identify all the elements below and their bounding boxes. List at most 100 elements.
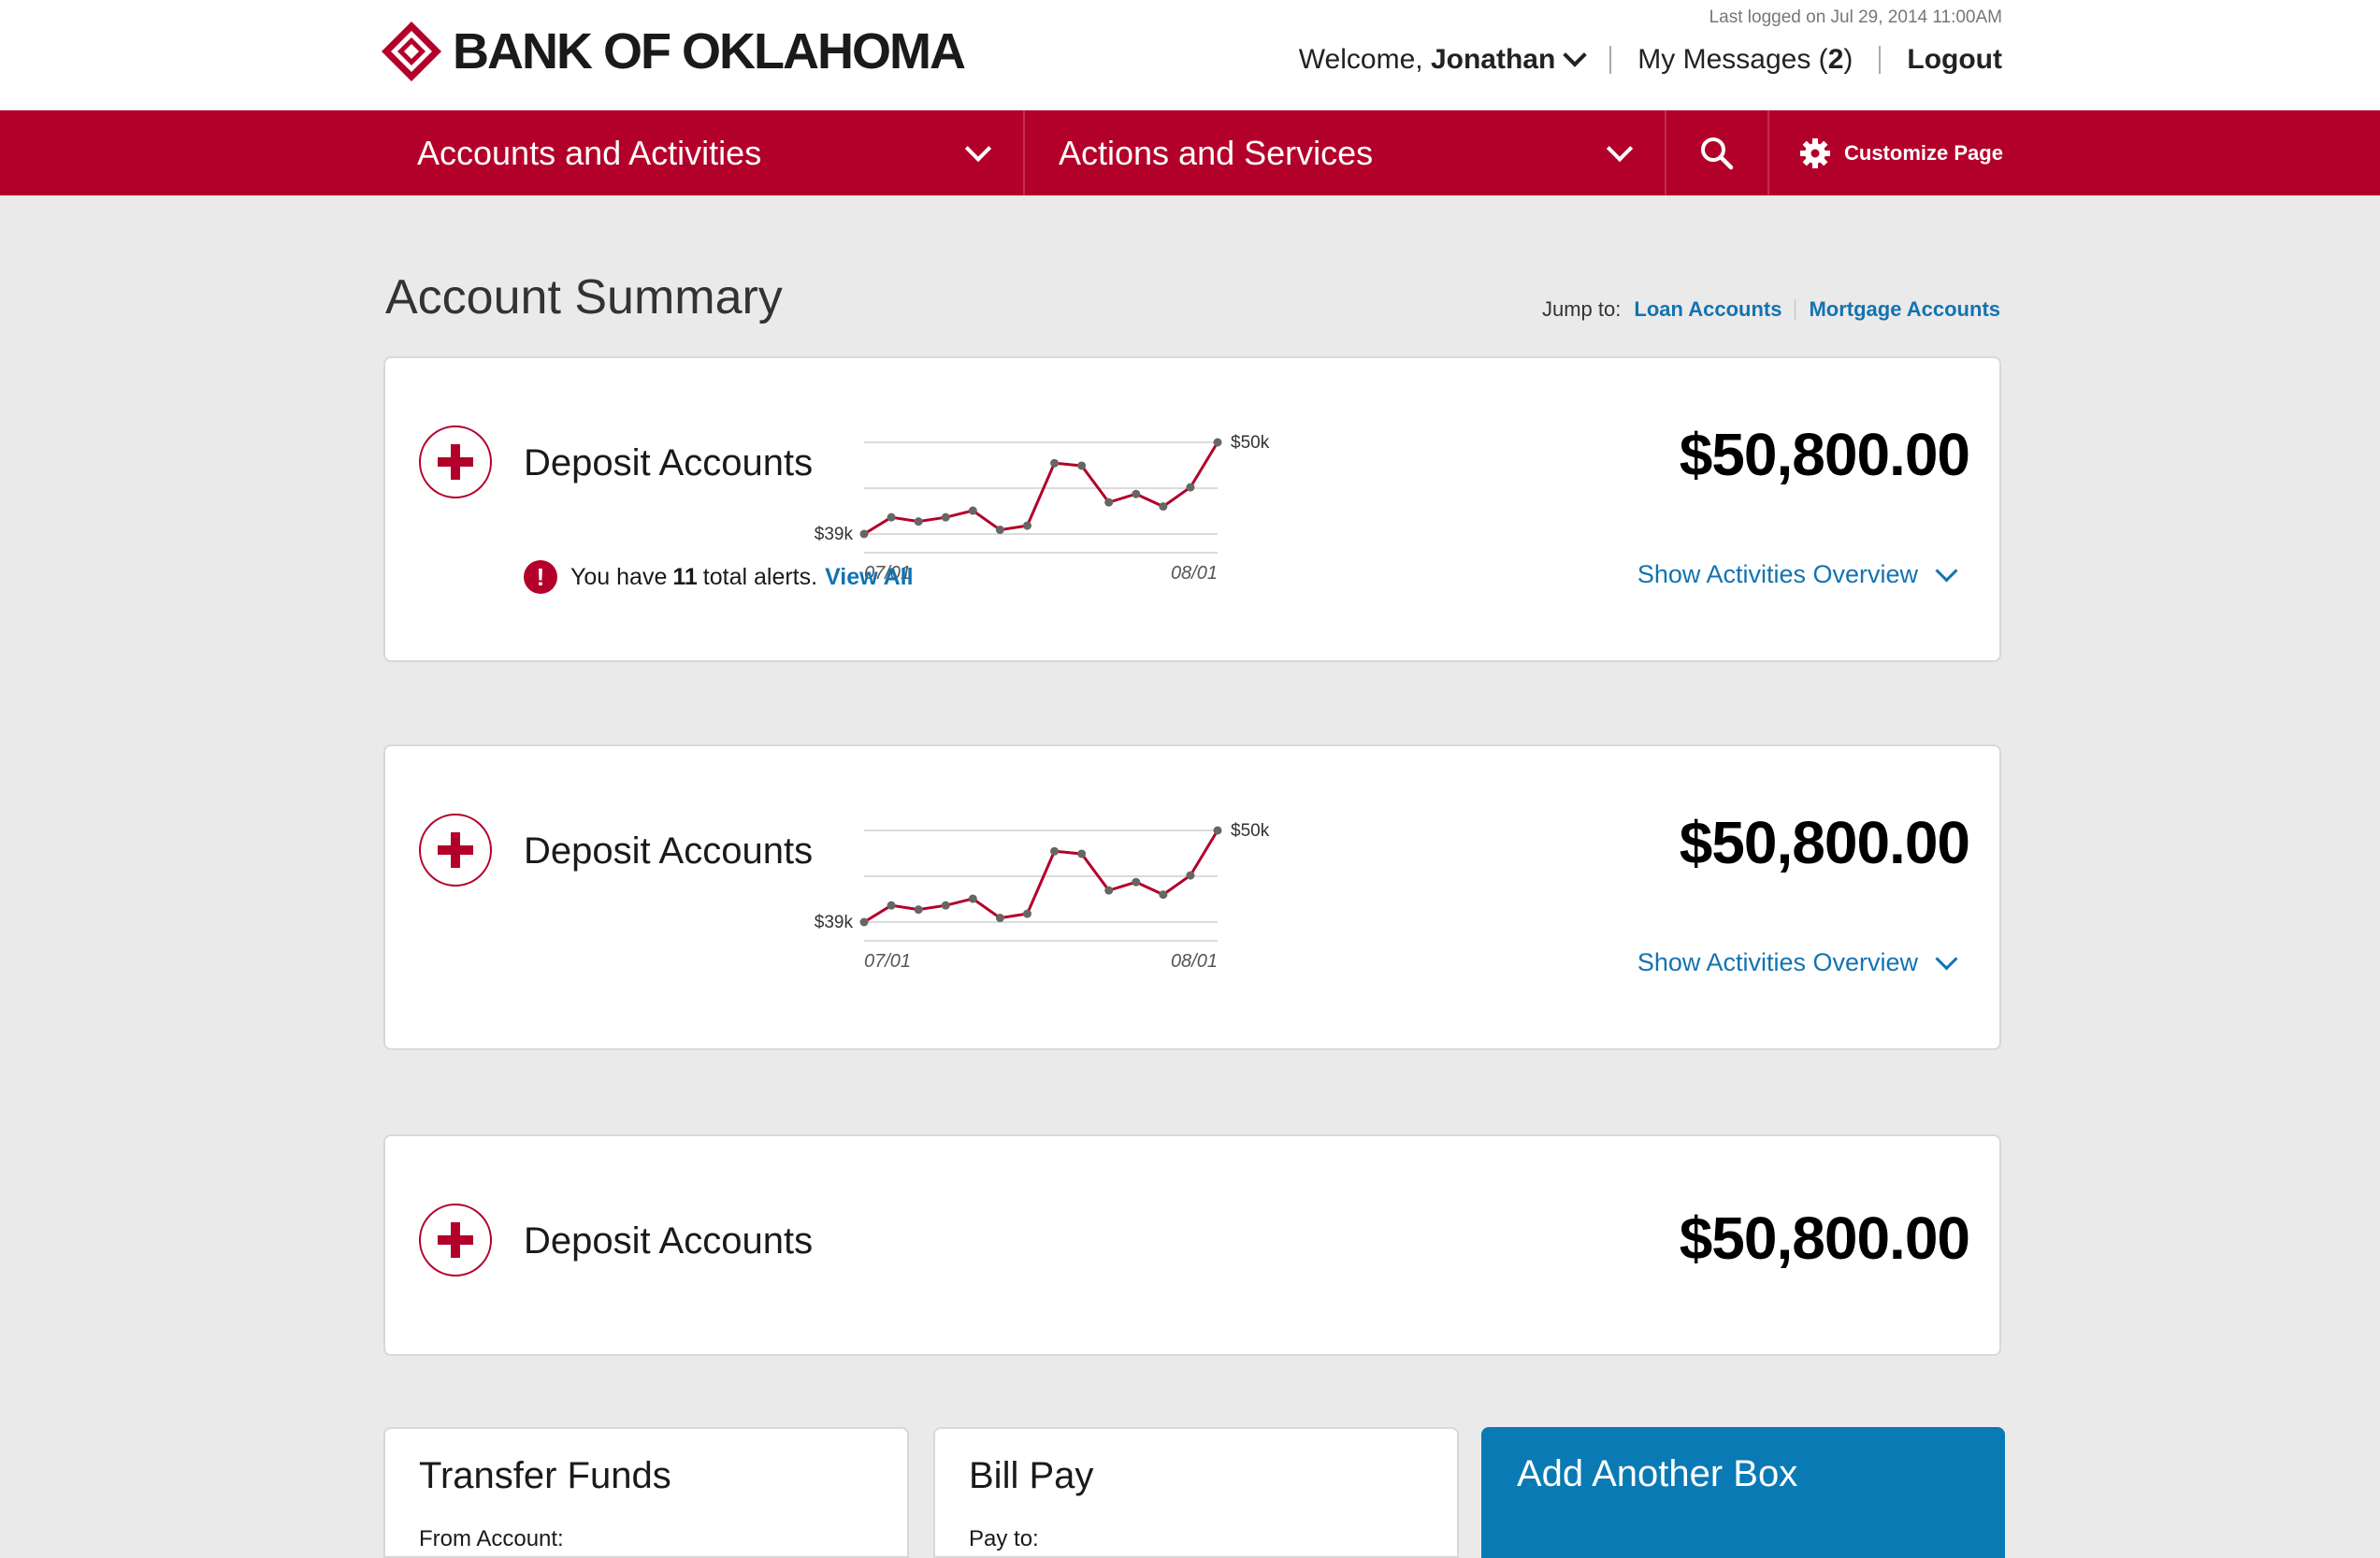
jump-label: Jump to: [1542, 297, 1622, 321]
chevron-down-icon [1563, 43, 1588, 67]
balance-sparkline: $50k $39k 07/01 08/01 [815, 821, 1270, 972]
chart-x-end-label: 08/01 [1171, 951, 1218, 972]
divider [1879, 46, 1882, 74]
account-title: Deposit Accounts [524, 1220, 814, 1262]
chart-group: $50k $39k 07/01 08/01 [815, 433, 1270, 584]
alert-prefix: You have [570, 563, 668, 590]
chart-x-start-label: 07/01 [864, 951, 911, 972]
welcome-menu[interactable]: Welcome, Jonathan [1298, 43, 1588, 76]
chart-point [941, 901, 950, 910]
expand-plus-icon[interactable] [419, 426, 492, 498]
divider [1609, 46, 1612, 74]
chevron-down-icon [1606, 135, 1634, 162]
jump-mortgage-accounts-link[interactable]: Mortgage Accounts [1809, 297, 2000, 321]
chart-point [1077, 461, 1087, 470]
chart-point [1159, 890, 1168, 900]
chart-y-low-label: $39k [815, 525, 854, 544]
chart-point [914, 517, 923, 527]
account-balance: $50,800.00 [1679, 809, 1970, 876]
chart-y-low-label: $39k [815, 913, 854, 932]
chart-point [1132, 877, 1141, 887]
account-card: Deposit Accounts $50,800.00 [383, 1134, 2001, 1356]
chart-point [1132, 489, 1141, 498]
chart-point [1022, 521, 1031, 530]
chart-point [1213, 438, 1222, 447]
user-nav: Welcome, Jonathan My Messages (2) Logout [1299, 41, 2002, 79]
chart-point [1104, 886, 1114, 895]
alert-icon: ! [524, 560, 557, 594]
jump-loan-accounts-link[interactable]: Loan Accounts [1634, 297, 1782, 321]
chart-point [1022, 909, 1031, 918]
search-icon [1701, 137, 1734, 169]
chart-point [887, 901, 896, 910]
chart-point [1077, 849, 1087, 858]
box-title: Transfer Funds [419, 1455, 671, 1496]
bank-logo-icon [382, 22, 441, 81]
view-all-alerts-link[interactable]: View All [825, 563, 914, 590]
chart-point [1213, 826, 1222, 835]
chart-x-end-label: 08/01 [1171, 563, 1218, 584]
main-navbar: Accounts and Activities Actions and Serv… [0, 110, 2380, 195]
chart-point [968, 894, 977, 903]
chart-point [887, 512, 896, 522]
customize-page-label: Customize Page [1844, 140, 2003, 165]
nav-search-button[interactable] [1666, 110, 1769, 195]
account-card: Deposit Accounts $50k $39k 07/01 08/01 $50,… [383, 744, 2001, 1050]
chevron-down-icon [964, 135, 992, 162]
chart-y-high-label: $50k [1231, 821, 1270, 841]
nav-accounts-label: Accounts and Activities [417, 133, 762, 172]
nav-actions-services[interactable]: Actions and Services [1025, 110, 1666, 195]
chart-point [1159, 502, 1168, 512]
show-activities-overview-link[interactable]: Show Activities Overview [1637, 947, 1958, 977]
divider [1795, 299, 1796, 320]
messages-suffix: ) [1843, 44, 1854, 75]
balance-sparkline: $50k $39k 07/01 08/01 [815, 433, 1270, 584]
bank-logo[interactable]: BANK OF OKLAHOMA [380, 19, 966, 84]
my-messages-link[interactable]: My Messages (2) [1637, 44, 1853, 76]
show-activities-overview-link[interactable]: Show Activities Overview [1637, 559, 1958, 589]
bank-logo-text: BANK OF OKLAHOMA [453, 23, 966, 79]
show-activities-label: Show Activities Overview [1637, 948, 1918, 976]
welcome-prefix: Welcome, [1298, 44, 1423, 75]
box-title: Add Another Box [1517, 1453, 1798, 1494]
chart-point [1186, 483, 1195, 492]
account-title: Deposit Accounts [524, 442, 814, 483]
user-name: Jonathan [1430, 44, 1556, 75]
messages-count: 2 [1827, 44, 1844, 75]
account-card: Deposit Accounts $50k $39k 07/01 08/01 $50,… [383, 356, 2001, 662]
chart-y-high-label: $50k [1231, 433, 1270, 453]
chart-series-line [863, 441, 1219, 536]
add-another-box[interactable]: Add Another Box [1481, 1427, 2005, 1558]
chevron-down-icon [1935, 559, 1958, 583]
expand-plus-icon[interactable] [419, 1204, 492, 1277]
alert-count: 11 [672, 563, 698, 590]
chart-point [968, 506, 977, 515]
nav-actions-label: Actions and Services [1059, 133, 1374, 172]
chart-point [1050, 458, 1060, 468]
last-login-text: Last logged on Jul 29, 2014 11:00AM [1709, 7, 2002, 27]
show-activities-label: Show Activities Overview [1637, 560, 1918, 588]
transfer-funds-box: Transfer Funds From Account: [383, 1427, 909, 1558]
chart-point [1186, 871, 1195, 880]
box-field-label: Pay to: [969, 1526, 1039, 1551]
chart-point [995, 914, 1004, 923]
account-balance: $50,800.00 [1679, 1205, 1970, 1272]
chevron-down-icon [1935, 947, 1958, 971]
messages-label: My Messages ( [1637, 44, 1828, 75]
customize-page-button[interactable]: Customize Page [1769, 110, 2003, 195]
chart-point [941, 512, 950, 522]
chart-group: $50k $39k 07/01 08/01 [815, 821, 1270, 972]
expand-plus-icon[interactable] [419, 814, 492, 887]
nav-accounts-activities[interactable]: Accounts and Activities [383, 110, 1025, 195]
chart-point [1104, 498, 1114, 507]
top-header: BANK OF OKLAHOMA Last logged on Jul 29, … [0, 0, 2380, 110]
chart-point [995, 526, 1004, 535]
chart-point [859, 917, 869, 927]
bill-pay-box: Bill Pay Pay to: [933, 1427, 1459, 1558]
chart-point [859, 529, 869, 539]
alert-suffix: total alerts. [702, 563, 818, 590]
jump-to-links: Jump to: Loan Accounts Mortgage Accounts [1542, 297, 2000, 322]
chart-series-line [863, 829, 1219, 924]
account-title: Deposit Accounts [524, 830, 814, 872]
logout-link[interactable]: Logout [1907, 44, 2002, 75]
